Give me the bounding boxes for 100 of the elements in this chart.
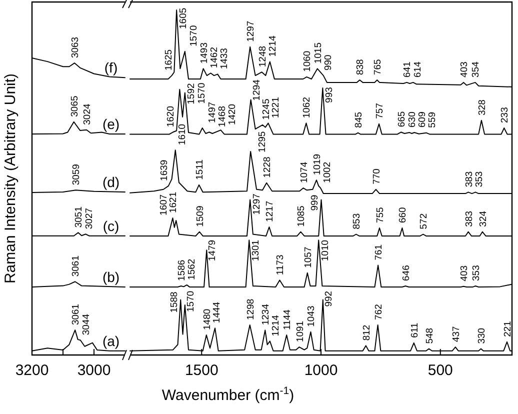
annotation: 1462	[209, 46, 220, 68]
annotation: 559	[426, 112, 438, 128]
annotation: 3061	[70, 304, 82, 326]
x-tick-label: 3000	[77, 362, 111, 379]
annotation: 354	[470, 62, 482, 78]
annotation: 812	[361, 324, 372, 341]
annotation: 1297	[246, 20, 257, 42]
annotation: 1214	[270, 315, 282, 336]
annotation: 330	[476, 328, 488, 344]
annotation: 1214	[267, 36, 278, 57]
annotation: 1479	[207, 240, 218, 262]
annotation: 1570	[196, 82, 208, 104]
annotation: 665	[396, 111, 408, 128]
annotation: 1060	[302, 50, 314, 72]
annotation: 1592	[186, 83, 198, 104]
annotation: 403	[459, 265, 470, 282]
annotation: 437	[450, 326, 462, 342]
annotation: 1444	[211, 302, 222, 324]
annotation: 765	[372, 59, 384, 76]
annotation: 1002	[322, 162, 334, 184]
annotation: 1245	[261, 98, 272, 120]
annotation: 324	[478, 210, 489, 227]
series-label: (d)	[102, 174, 120, 190]
series-label: (f)	[104, 60, 118, 76]
annotation: 328	[476, 100, 488, 116]
annotation: 641	[402, 62, 414, 78]
annotation: 1605	[178, 8, 190, 29]
x-tick-label: 500	[428, 362, 453, 379]
annotation: 383	[464, 171, 475, 188]
x-axis-title: Wavenumber (cm$^{-1}$)	[162, 385, 294, 404]
annotation: 1298	[245, 298, 256, 320]
annotation: 1228	[262, 156, 274, 178]
annotation: 3024	[82, 104, 94, 125]
annotation: 1621	[168, 192, 180, 214]
annotation: 1295	[257, 131, 268, 152]
annotation: 757	[374, 102, 386, 119]
annotation: 1610	[176, 124, 188, 146]
annotation: 609	[416, 112, 428, 128]
annotation: 1217	[264, 200, 276, 222]
annotation: 1562	[186, 258, 198, 280]
annotation: 1588	[169, 292, 180, 313]
annotation: 1043	[306, 306, 318, 327]
annotation: 1234	[260, 304, 272, 326]
series-label: (c)	[102, 218, 120, 234]
annotation: 761	[374, 244, 385, 260]
annotation: 611	[409, 322, 420, 338]
annotation: 1620	[165, 106, 176, 128]
annotation: 403	[459, 62, 470, 78]
annotation: 1015	[312, 42, 324, 64]
annotation: 3027	[84, 208, 96, 230]
annotation: 1248	[257, 46, 268, 68]
annotation: 1639	[158, 160, 170, 181]
annotation: 845	[354, 112, 365, 128]
annotation: 3059	[71, 164, 82, 186]
annotation: 3061	[70, 256, 82, 277]
y-axis-title: Raman Intensity (Arbitrary Unit)	[2, 73, 19, 284]
annotation: 1091	[294, 320, 306, 342]
annotation: 999	[310, 194, 321, 211]
annotation: 3065	[69, 96, 80, 117]
annotation: 1607	[158, 194, 170, 216]
annotation: 1019	[312, 154, 323, 176]
annotation: 3063	[70, 36, 81, 58]
annotation: 548	[424, 328, 436, 344]
annotation: 1221	[270, 97, 282, 118]
annotation: 992	[323, 290, 334, 307]
annotation: 1509	[194, 206, 206, 227]
annotation: 1570	[188, 25, 200, 46]
annotation: 1493	[198, 42, 210, 64]
series-label: (e)	[102, 116, 120, 132]
annotation: 1468	[216, 106, 228, 128]
annotation: 660	[398, 207, 409, 224]
annotation: 1586	[176, 260, 188, 281]
annotation: 1497	[206, 102, 218, 123]
annotation: 1625	[163, 49, 174, 71]
annotation: 614	[412, 62, 424, 78]
annotation: 1480	[202, 308, 213, 330]
annotation: 353	[474, 171, 485, 188]
annotation: 1057	[302, 246, 314, 268]
annotation: 233	[500, 107, 511, 123]
annotation: 1420	[227, 104, 238, 126]
annotation: 221	[502, 321, 514, 337]
annotation: 1062	[302, 97, 313, 118]
series-label: (b)	[102, 268, 120, 285]
annotation: 838	[355, 59, 366, 76]
annotation: 1511	[194, 159, 206, 180]
annotation: 1433	[219, 48, 230, 70]
annotation: 770	[371, 168, 382, 184]
annotation: 630	[406, 112, 418, 128]
x-tick-label: 1500	[184, 362, 218, 379]
annotation: 3051	[74, 206, 85, 228]
annotation: 853	[352, 213, 363, 230]
annotation: 1085	[296, 206, 308, 227]
annotation: 353	[470, 265, 482, 281]
annotation: 646	[401, 265, 412, 281]
annotation: 1570	[185, 290, 196, 312]
x-tick-label: 3200	[15, 362, 49, 379]
annotation: 3044	[80, 314, 92, 336]
annotation: 1144	[282, 310, 294, 330]
x-tick-label: 1000	[304, 362, 338, 379]
annotation: 762	[373, 304, 384, 320]
